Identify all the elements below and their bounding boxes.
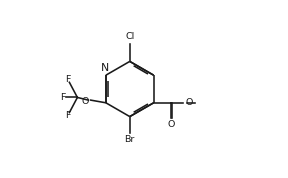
- Text: N: N: [101, 63, 109, 73]
- Text: Cl: Cl: [125, 32, 134, 41]
- Text: Br: Br: [125, 135, 135, 144]
- Text: F: F: [65, 75, 71, 84]
- Text: F: F: [60, 93, 65, 102]
- Text: O: O: [168, 121, 175, 129]
- Text: F: F: [65, 111, 71, 120]
- Text: O: O: [82, 96, 89, 106]
- Text: O: O: [185, 98, 193, 107]
